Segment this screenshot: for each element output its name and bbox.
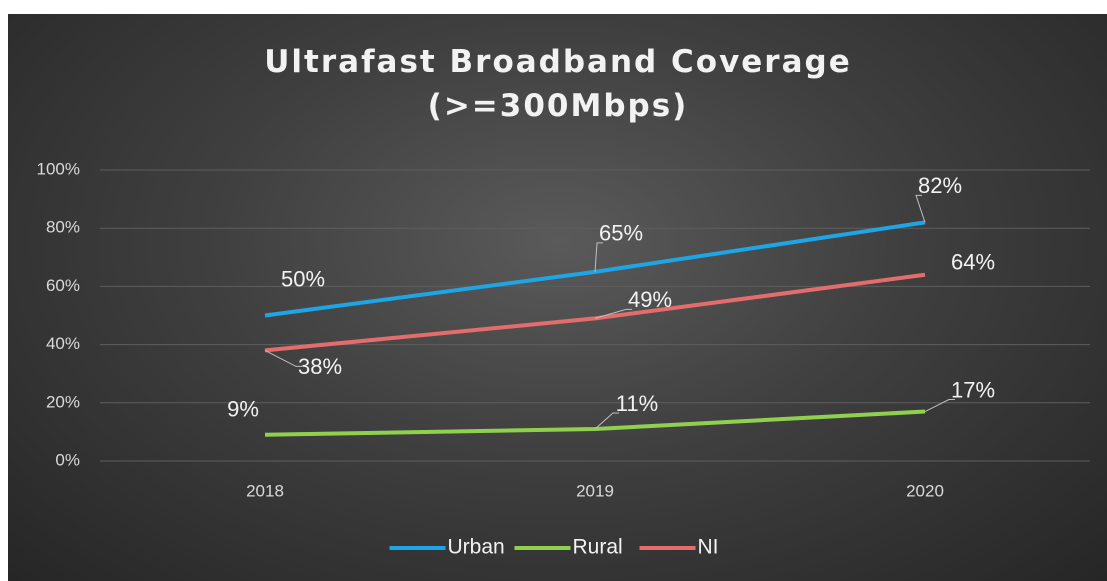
legend-label: NI — [698, 536, 719, 559]
data-label: 49% — [628, 287, 672, 312]
chart-area: Ultrafast Broadband Coverage (>=300Mbps)… — [8, 14, 1107, 581]
data-label: 11% — [616, 391, 658, 416]
y-tick-label: 0% — [55, 450, 80, 469]
data-label: 65% — [599, 221, 643, 246]
leader-line — [594, 308, 632, 319]
y-tick-label: 80% — [46, 218, 80, 237]
x-tick-label: 2018 — [246, 481, 284, 500]
legend-label: Urban — [448, 536, 505, 559]
chart: 0% 20% 40% 60% 80% 100% 2018 2019 2020 50% 65% 82% 9… — [37, 159, 1090, 559]
data-label: 82% — [918, 173, 962, 198]
data-label: 17% — [951, 377, 995, 402]
leader-line — [924, 399, 955, 412]
data-label: 64% — [951, 250, 995, 275]
y-tick-label: 100% — [37, 159, 80, 178]
data-label: 38% — [298, 354, 342, 379]
data-label: 50% — [281, 266, 325, 291]
leader-line — [915, 194, 926, 223]
chart-title: Ultrafast Broadband Coverage (>=300Mbps) — [264, 44, 852, 124]
data-label: 9% — [227, 397, 259, 422]
leader-line — [594, 412, 619, 430]
series-line — [264, 409, 926, 437]
leader-line — [594, 242, 603, 272]
x-tick-label: 2020 — [906, 481, 944, 500]
x-tick-label: 2019 — [576, 481, 614, 500]
leader-line — [264, 349, 302, 367]
y-tick-label: 40% — [46, 334, 80, 353]
y-tick-label: 20% — [46, 392, 80, 411]
y-tick-label: 60% — [46, 276, 80, 295]
legend-label: Rural — [573, 536, 623, 559]
